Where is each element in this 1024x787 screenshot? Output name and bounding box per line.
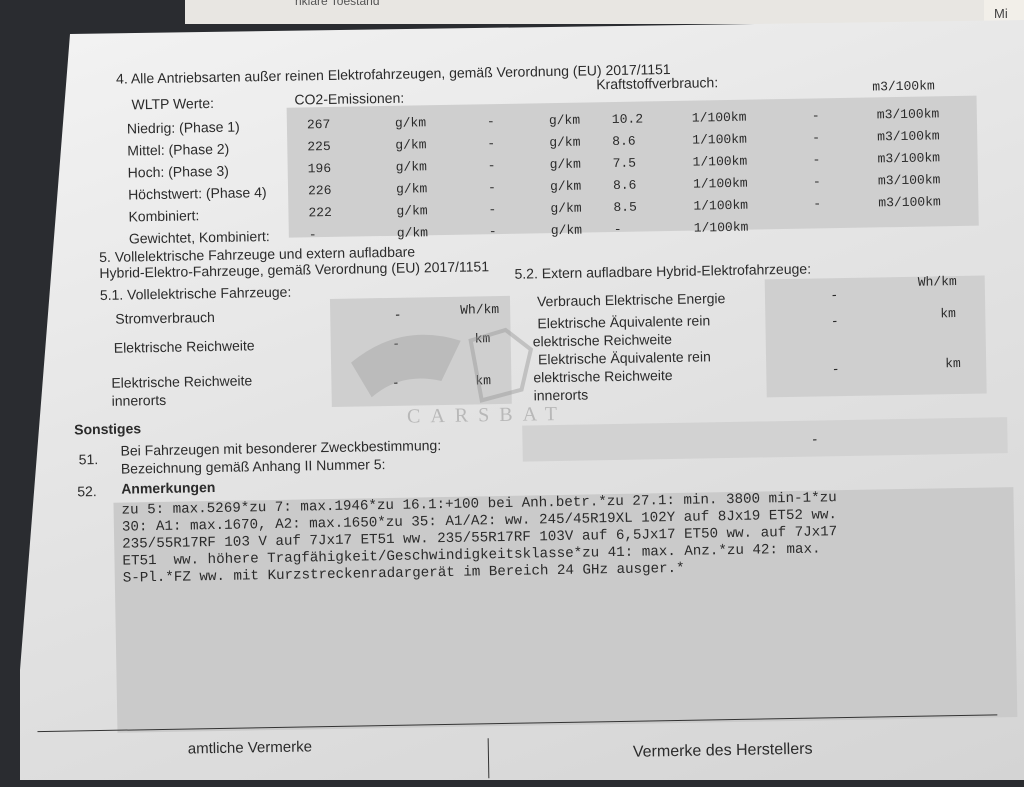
cell-u1: g/km <box>395 181 428 197</box>
cell-u4: m3/100km <box>878 194 941 211</box>
cell-d2: - <box>812 130 821 146</box>
top-unit: m3/100km <box>872 78 935 95</box>
field-52-label: Anmerkungen <box>121 478 216 497</box>
cell-co2: 222 <box>308 204 332 221</box>
phev-value: - <box>833 360 839 377</box>
cell-d1: - <box>487 136 496 152</box>
ev-value: - <box>395 305 401 322</box>
field-51-label: Bei Fahrzeugen mit besonderer Zweckbesti… <box>120 437 442 459</box>
cell-co2: 226 <box>307 182 332 199</box>
cell-u4: m3/100km <box>877 172 941 189</box>
cell-u3: 1/100km <box>693 197 749 214</box>
cell-d2: - <box>812 152 821 168</box>
ev-label: Elektrische Reichweite <box>113 337 255 356</box>
cell-u3: 1/100km <box>692 131 747 148</box>
cell-label: Höchstwert: (Phase 4) <box>127 184 267 203</box>
phev-value: - <box>831 286 837 303</box>
remarks-text: zu 5: max.5269*zu 7: max.1946*zu 16.1:+1… <box>113 487 1018 733</box>
cell-u2: g/km <box>549 156 581 173</box>
cell-u3: 1/100km <box>692 175 748 192</box>
cell-u2: g/km <box>549 178 582 195</box>
watermark-bat-logo <box>351 327 534 403</box>
field-51-bg <box>522 417 1008 462</box>
background-text: Mi <box>994 6 1008 21</box>
cell-d2: - <box>811 108 820 124</box>
cell-u1: g/km <box>396 225 429 241</box>
sonstiges-title: Sonstiges <box>74 420 142 438</box>
cell-u2: g/km <box>549 134 581 151</box>
phev-label: Elektrische Äquivalente rein <box>537 348 711 368</box>
field-52-number: 52. <box>77 483 97 500</box>
cell-u2: g/km <box>550 200 582 217</box>
wltp-label: WLTP Werte: <box>131 94 215 113</box>
cell-u1: g/km <box>395 159 428 175</box>
ev-label: Elektrische Reichweite <box>111 372 253 391</box>
cell-u2: g/km <box>550 222 583 239</box>
cell-co2: - <box>308 227 317 243</box>
section-4-title: 4. Alle Antriebsarten außer reinen Elekt… <box>115 60 671 87</box>
background-document-strip: nklare Toestand <box>185 0 985 24</box>
phev-label: elektrische Reichweite <box>532 331 673 350</box>
phev-unit: km <box>940 306 957 322</box>
field-51-label-2: Bezeichnung gemäß Anhang II Nummer 5: <box>120 456 386 477</box>
phev-unit: km <box>945 355 961 372</box>
cell-u2: g/km <box>548 112 581 129</box>
cell-label: Hoch: (Phase 3) <box>127 162 230 181</box>
cell-u4: m3/100km <box>877 150 941 167</box>
ev-unit: Wh/km <box>460 302 500 318</box>
cell-u1: g/km <box>394 115 427 131</box>
cell-co2: 267 <box>306 116 331 133</box>
ev-label: Stromverbrauch <box>115 308 215 327</box>
phev-label: Elektrische Äquivalente rein <box>537 312 711 332</box>
cell-fuel: - <box>613 221 622 238</box>
field-51-value: - <box>812 430 818 447</box>
phev-value: - <box>832 312 838 329</box>
cell-label: Kombiniert: <box>128 207 200 225</box>
phev-values-bg <box>764 275 987 398</box>
cell-fuel: 8.6 <box>612 133 636 150</box>
cell-fuel: 8.6 <box>612 177 637 194</box>
phev-label: Verbrauch Elektrische Energie <box>536 290 726 310</box>
cell-label: Niedrig: (Phase 1) <box>126 118 240 137</box>
cell-d1: - <box>487 180 496 196</box>
cell-d1: - <box>488 202 497 218</box>
cell-d1: - <box>487 158 496 174</box>
cell-u4: m3/100km <box>876 106 940 123</box>
cell-fuel: 10.2 <box>611 111 644 128</box>
cell-fuel: 7.5 <box>612 155 637 172</box>
cell-d2: - <box>812 174 821 190</box>
footer-column-divider <box>487 738 490 779</box>
cell-d2: - <box>813 196 822 212</box>
cell-u3: 1/100km <box>692 153 748 170</box>
field-51-number: 51. <box>78 451 99 468</box>
footer-official-notes: amtliche Vermerke <box>187 738 313 758</box>
background-text: nklare Toestand <box>295 0 380 8</box>
phev-unit: Wh/km <box>917 274 957 290</box>
section-5-1: 5.1. Vollelektrische Fahrzeuge: <box>99 283 292 303</box>
cell-u4: m3/100km <box>877 128 940 145</box>
ev-label: innerorts <box>111 391 167 409</box>
cell-d1: - <box>488 224 497 240</box>
cell-u1: g/km <box>395 137 427 153</box>
cell-label: Mittel: (Phase 2) <box>127 140 230 159</box>
cell-co2: 225 <box>307 138 331 155</box>
cell-d1: - <box>486 114 495 130</box>
fuel-header: Kraftstoffverbrauch: <box>596 74 719 93</box>
cell-fuel: 8.5 <box>613 199 637 216</box>
cell-label: Gewichtet, Kombiniert: <box>128 228 270 247</box>
co2-header: CO2-Emissionen: <box>294 89 405 108</box>
footer-manufacturer-notes: Vermerke des Herstellers <box>632 740 813 761</box>
phev-label: elektrische Reichweite <box>533 366 673 386</box>
cell-u3: 1/100km <box>693 219 749 236</box>
cell-u3: 1/100km <box>691 109 747 126</box>
cell-co2: 196 <box>307 160 332 177</box>
cell-u1: g/km <box>396 203 428 219</box>
